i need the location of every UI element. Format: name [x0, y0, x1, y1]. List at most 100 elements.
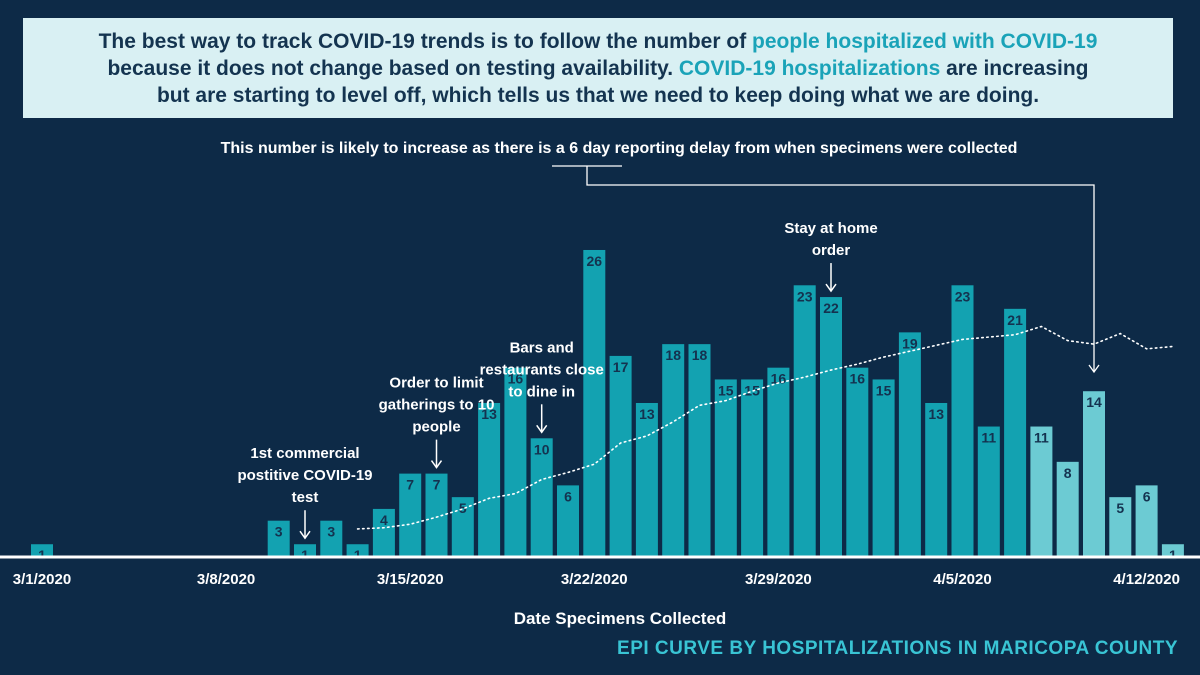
bar-value-label: 10 — [534, 441, 550, 457]
event-arrowhead — [430, 460, 443, 469]
x-tick-label: 4/5/2020 — [933, 571, 991, 588]
headline-line2: because it does not change based on test… — [107, 56, 679, 80]
event-arrowhead — [299, 530, 311, 540]
bar-3/30/2020 — [793, 285, 816, 556]
bar-value-label: 7 — [433, 477, 441, 493]
bar-value-label: 3 — [275, 524, 283, 540]
bar-value-label: 18 — [665, 347, 681, 363]
bar-value-label: 14 — [1086, 394, 1102, 410]
event-annotation-text: to dine in — [508, 383, 575, 400]
headline-banner: The best way to track COVID-19 trends is… — [23, 18, 1173, 118]
bar-value-label: 13 — [639, 406, 655, 422]
bar-value-label: 11 — [981, 430, 996, 446]
headline-line3: but are starting to level off, which tel… — [156, 83, 1040, 107]
event-annotation-text: Bars and — [510, 339, 574, 356]
bar-4/5/2020 — [951, 285, 974, 556]
event-annotation-text: order — [812, 242, 851, 259]
bar-3/22/2020 — [583, 249, 606, 557]
event-annotation-text: gatherings to 10 — [379, 397, 495, 414]
bar-value-label: 1 — [354, 547, 362, 563]
x-tick-label: 3/15/2020 — [377, 571, 444, 588]
bar-4/3/2020 — [898, 332, 921, 556]
bar-4/10/2020 — [1083, 391, 1105, 556]
bar-value-label: 16 — [508, 371, 524, 387]
bar-4/8/2020 — [1030, 426, 1053, 556]
bar-value-label: 15 — [876, 382, 892, 398]
headline-highlight-hospitalizations: COVID-19 hospitalizations — [678, 56, 941, 80]
bar-3/11/2020 — [294, 544, 316, 556]
bar-3/20/2020 — [530, 438, 553, 556]
x-tick-label: 3/22/2020 — [561, 571, 628, 588]
bar-3/12/2020 — [320, 520, 343, 556]
bar-value-label: 3 — [327, 524, 335, 540]
bar-3/16/2020 — [425, 473, 448, 556]
event-annotation-text: restaurants close — [480, 361, 604, 378]
bar-3/18/2020 — [478, 402, 501, 556]
bar-3/21/2020 — [557, 485, 579, 556]
event-annotation-text: people — [412, 419, 460, 436]
event-annotation-text: Stay at home — [784, 220, 877, 237]
bar-4/2/2020 — [872, 379, 895, 556]
bar-value-label: 5 — [459, 500, 467, 516]
moving-average-line — [356, 325, 1174, 530]
x-tick-label: 3/1/2020 — [13, 571, 71, 588]
bar-3/19/2020 — [504, 367, 527, 556]
bar-3/23/2020 — [609, 355, 632, 556]
bar-4/12/2020 — [1135, 485, 1158, 556]
bar-value-label: 16 — [850, 371, 866, 387]
reporting-delay-note: This number is likely to increase as the… — [221, 140, 1018, 157]
bar-value-label: 1 — [38, 547, 46, 563]
bar-3/27/2020 — [714, 379, 737, 556]
bar-3/14/2020 — [372, 508, 395, 556]
footer-title: EPI CURVE BY HOSPITALIZATIONS IN MARICOP… — [617, 638, 1178, 659]
bar-4/7/2020 — [1004, 308, 1027, 556]
x-axis-title: Date Specimens Collected — [513, 609, 727, 628]
bar-3/10/2020 — [267, 520, 290, 556]
bar-value-label: 17 — [613, 359, 629, 375]
bar-3/1/2020 — [31, 544, 53, 556]
bar-value-label: 8 — [1064, 465, 1072, 481]
bar-4/13/2020 — [1161, 544, 1184, 556]
event-arrowhead — [825, 283, 837, 293]
bar-4/1/2020 — [846, 367, 869, 556]
bar-value-label: 22 — [823, 300, 839, 316]
event-annotation-text: test — [292, 489, 319, 506]
bar-3/15/2020 — [399, 473, 422, 556]
bar-3/25/2020 — [662, 344, 685, 556]
bar-value-label: 13 — [481, 406, 497, 422]
bar-3/26/2020 — [688, 344, 711, 556]
x-tick-label: 4/12/2020 — [1113, 571, 1180, 588]
bar-value-label: 15 — [744, 382, 760, 398]
x-tick-label: 3/8/2020 — [197, 571, 255, 588]
bar-value-label: 6 — [564, 488, 572, 504]
event-annotation-text: Order to limit — [389, 375, 483, 392]
bar-3/28/2020 — [741, 379, 764, 556]
bar-4/11/2020 — [1109, 497, 1132, 556]
delay-note-arrowhead — [1088, 364, 1100, 374]
bar-4/6/2020 — [977, 426, 1000, 556]
headline-line2-end: are increasing — [940, 56, 1089, 80]
bar-value-label: 4 — [380, 512, 388, 528]
bar-value-label: 23 — [955, 288, 971, 304]
bar-value-label: 1 — [1169, 547, 1177, 563]
event-arrowhead — [536, 424, 548, 434]
bar-value-label: 5 — [1116, 500, 1124, 516]
bar-3/17/2020 — [451, 497, 474, 556]
bar-value-label: 15 — [718, 382, 734, 398]
bar-value-label: 23 — [797, 288, 813, 304]
event-annotation-text: postitive COVID-19 — [237, 467, 372, 484]
bar-value-label: 1 — [301, 547, 309, 563]
delay-note-bracket — [552, 165, 1095, 372]
bar-value-label: 11 — [1034, 430, 1049, 446]
bar-value-label: 21 — [1007, 312, 1023, 328]
headline-line1: The best way to track COVID-19 trends is… — [98, 29, 753, 53]
bar-3/13/2020 — [346, 544, 369, 556]
bar-3/24/2020 — [635, 402, 658, 556]
bar-value-label: 6 — [1143, 488, 1151, 504]
headline-highlight-hospitalized: people hospitalized with COVID-19 — [752, 29, 1098, 53]
bar-3/29/2020 — [767, 367, 790, 556]
bar-3/31/2020 — [820, 297, 842, 556]
bar-value-label: 19 — [902, 335, 918, 351]
bar-value-label: 7 — [406, 477, 414, 493]
